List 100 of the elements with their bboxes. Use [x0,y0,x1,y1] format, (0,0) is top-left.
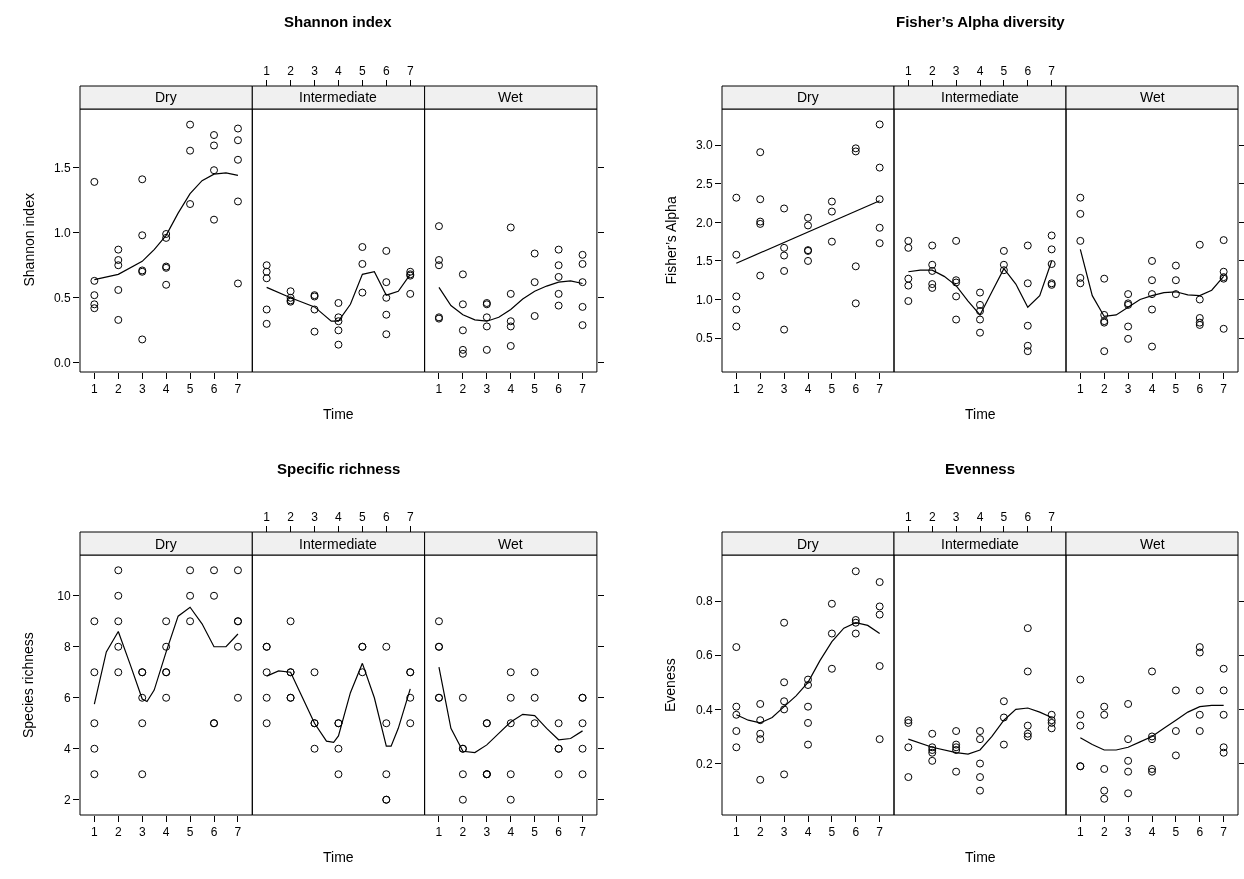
point [186,591,195,600]
point [1100,274,1109,283]
point [382,278,391,287]
x-tick-label: 4 [1148,382,1156,397]
point [506,770,515,779]
point [90,719,99,728]
point [875,735,884,744]
point [756,716,765,725]
point [851,147,860,156]
x-tick-label: 7 [1048,64,1056,79]
point [732,643,741,652]
point [780,678,789,687]
point [358,243,367,252]
point [1023,624,1032,633]
x-tick-label: 4 [804,382,812,397]
chart-subtitle: Dry [797,89,819,105]
point [1100,764,1109,773]
point [530,693,539,702]
point [382,642,391,651]
point [1023,279,1032,288]
chart-subtitle: Wet [498,536,523,552]
point [286,617,295,626]
point [1023,732,1032,741]
point [233,642,242,651]
point [928,241,937,250]
x-tick-label: 6 [1196,382,1204,397]
point [262,305,271,314]
point [780,325,789,334]
x-tick-label: 1 [732,825,740,840]
point [210,215,219,224]
point [1076,721,1085,730]
point [554,719,563,728]
point [780,204,789,213]
x-tick-label: 4 [335,64,343,79]
chart-subtitle: Wet [1140,536,1165,552]
point [732,193,741,202]
point [506,668,515,677]
point [928,266,937,275]
x-tick-label: 6 [852,382,860,397]
point [138,770,147,779]
point [458,326,467,335]
point [952,236,961,245]
point [1100,786,1109,795]
point [1171,276,1180,285]
point [732,727,741,736]
y-tick-label: 3.0 [695,138,713,153]
chart-subtitle: Intermediate [941,89,1020,105]
point [952,740,961,749]
point [210,591,219,600]
point [1124,767,1133,776]
point [952,743,961,752]
point [382,293,391,302]
point [406,719,415,728]
y-axis-title: Eveness [662,658,678,712]
point [458,300,467,309]
point [310,305,319,314]
point [114,315,123,324]
point [262,319,271,328]
point [851,567,860,576]
point [210,141,219,150]
point [114,591,123,600]
point [262,693,271,702]
x-tick-label: 2 [756,825,764,840]
point [1076,193,1085,202]
point [458,270,467,279]
point [1100,347,1109,356]
point [999,260,1008,269]
x-tick-label: 7 [234,382,242,397]
x-tick-label: 2 [1100,382,1108,397]
point [1171,686,1180,695]
point [1100,794,1109,803]
point [804,213,812,222]
point [334,770,343,779]
point [90,668,99,677]
point [1195,710,1204,719]
point [233,124,242,133]
point [578,302,587,311]
point [162,229,171,238]
point [1148,667,1156,676]
point [804,718,812,727]
x-tick-label: 3 [952,64,960,79]
point [90,276,99,285]
point [1148,767,1156,776]
point [578,770,587,779]
point [482,345,491,354]
point [262,261,271,270]
point [756,271,765,280]
x-tick-label: 1 [1076,825,1084,840]
point [1023,321,1032,330]
point [1124,290,1133,299]
point [1148,290,1156,299]
point [482,313,491,322]
point [1124,735,1133,744]
x-tick-label: 7 [876,382,884,397]
y-tick-label: 0.5 [53,290,71,305]
point [1124,699,1133,708]
x-tick-label: 2 [459,382,467,397]
point [904,281,913,290]
point [554,770,563,779]
x-tick-label: 3 [311,64,319,79]
